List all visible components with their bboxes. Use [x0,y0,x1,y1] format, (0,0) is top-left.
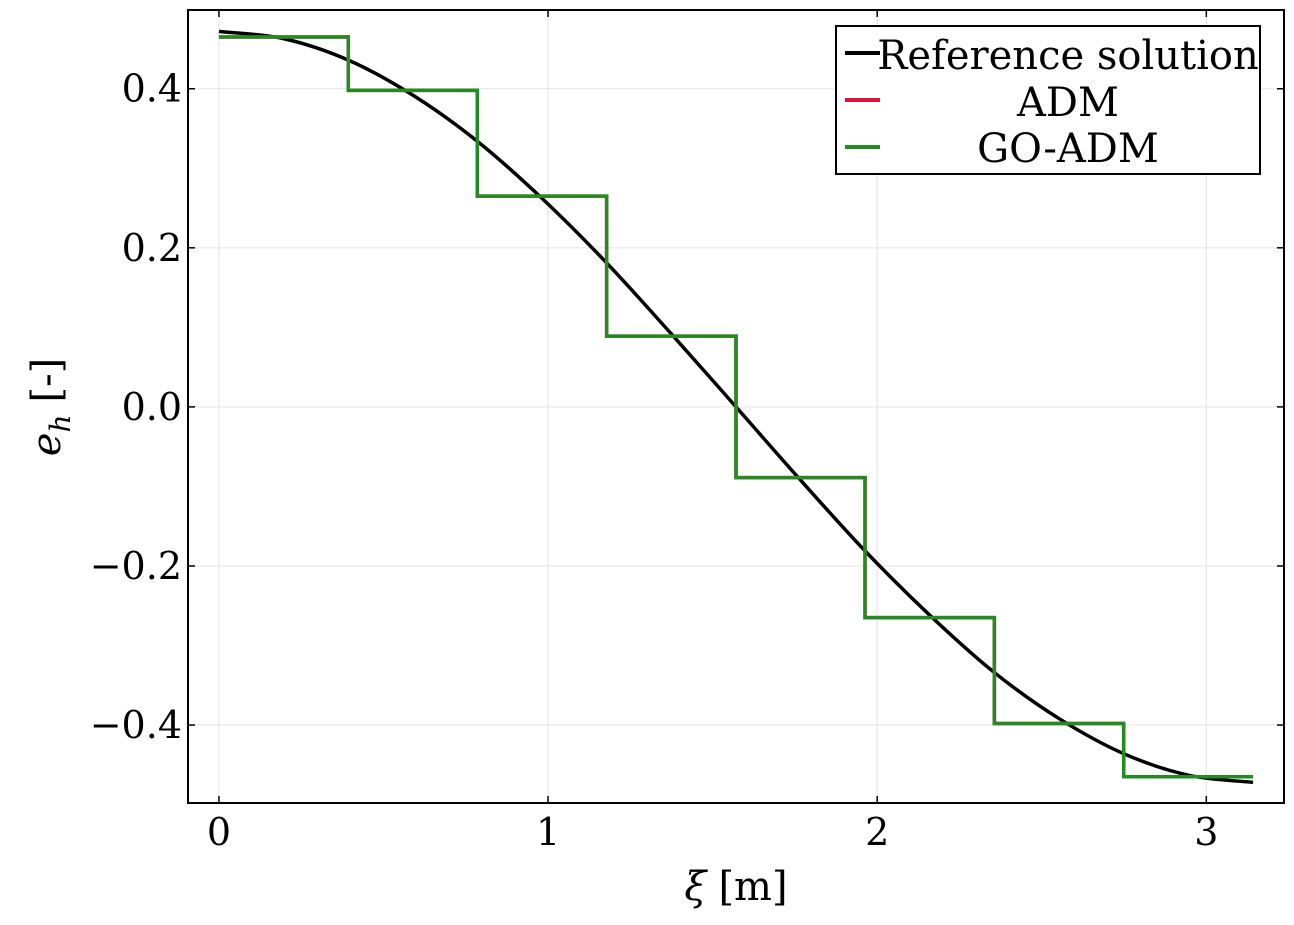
legend-label-reference: Reference solution [877,33,1258,79]
y-axis-label: eh[-] [24,358,77,456]
y-tick-label: −0.4 [90,703,182,747]
x-axis-label: ξ [m] [684,864,787,910]
y-tick-label: 0.2 [122,226,182,270]
legend-label-adm: ADM [1016,80,1119,126]
ticks: 0 1 2 3 0.4 0.2 0.0 −0.2 −0.4 [90,10,1284,854]
legend-label-go-adm: GO-ADM [977,126,1159,172]
legend: Reference solution ADM GO-ADM [835,25,1261,175]
series-layer [218,29,1254,785]
x-tick-label: 3 [1194,810,1218,854]
go-adm-step-line [218,35,1254,779]
x-tick-label: 1 [536,810,560,854]
y-tick-label: 0.4 [122,67,182,111]
y-tick-label: −0.2 [90,544,182,588]
x-tick-label: 2 [865,810,889,854]
legend-box [835,25,1261,175]
x-tick-label: 0 [207,810,231,854]
y-tick-label: 0.0 [122,385,182,429]
